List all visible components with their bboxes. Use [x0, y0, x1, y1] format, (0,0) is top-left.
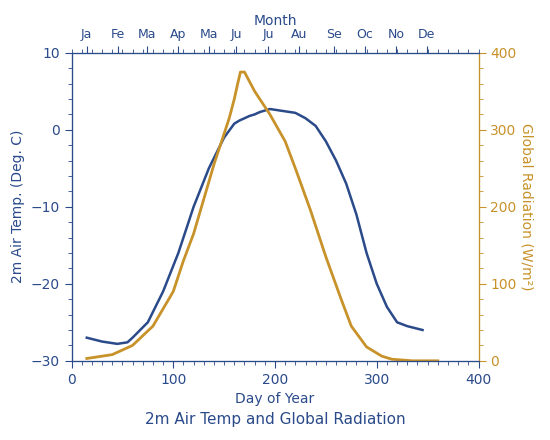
X-axis label: Day of Year: Day of Year: [235, 392, 315, 406]
Y-axis label: 2m Air Temp. (Deg. C): 2m Air Temp. (Deg. C): [11, 130, 25, 283]
X-axis label: Month: Month: [253, 14, 297, 28]
Y-axis label: Global Radiation (W/m²): Global Radiation (W/m²): [519, 123, 534, 290]
Text: 2m Air Temp and Global Radiation: 2m Air Temp and Global Radiation: [145, 412, 405, 427]
